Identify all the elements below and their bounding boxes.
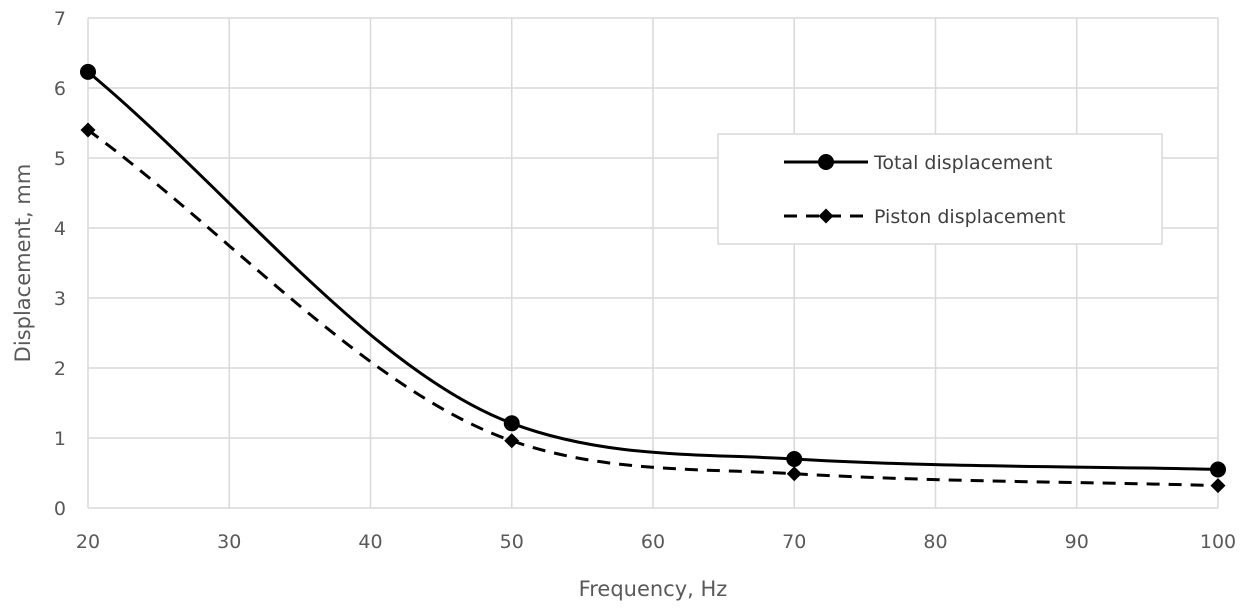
y-tick-label: 5: [54, 148, 66, 170]
legend-entry: Total displacement: [784, 152, 1052, 174]
series-1: [80, 63, 1226, 478]
grid: [87, 17, 1219, 509]
data-point: [80, 122, 96, 138]
y-tick-label: 7: [54, 8, 66, 30]
y-tick-label: 6: [54, 78, 66, 100]
x-axis-ticks: 20 30 40 50 60 70 80 90 100: [76, 531, 1236, 553]
y-tick-label: 0: [54, 498, 66, 520]
x-tick-label: 100: [1200, 531, 1236, 553]
y-axis-title: Displacement, mm: [11, 164, 35, 363]
y-tick-label: 2: [54, 358, 66, 380]
data-point: [504, 433, 520, 449]
x-axis-title: Frequency, Hz: [579, 577, 728, 601]
x-tick-label: 70: [782, 531, 806, 553]
series-layer: [80, 63, 1226, 494]
data-point: [1210, 478, 1226, 494]
legend-box: [717, 133, 1163, 245]
series-line: [87, 128, 1219, 488]
legend-entries: Total displacement Piston displacement: [784, 152, 1065, 228]
legend-entry: Piston displacement: [784, 206, 1065, 228]
x-tick-label: 60: [641, 531, 665, 553]
x-tick-label: 80: [923, 531, 947, 553]
x-tick-label: 30: [217, 531, 241, 553]
legend-label: Piston displacement: [874, 206, 1065, 228]
data-point: [80, 63, 96, 80]
legend-label: Total displacement: [873, 152, 1052, 174]
x-tick-label: 90: [1065, 531, 1089, 553]
x-tick-label: 50: [500, 531, 524, 553]
legend: Total displacement Piston displacement: [717, 133, 1163, 245]
data-point: [503, 415, 520, 432]
y-axis-ticks: 0 1 2 3 4 5 6 7: [54, 8, 66, 520]
series-2: [80, 122, 1226, 494]
x-tick-label: 40: [358, 531, 382, 553]
series-line: [87, 70, 1219, 471]
legend-swatch-marker: [818, 208, 834, 224]
legend-swatch-marker: [818, 154, 834, 170]
data-point: [786, 451, 803, 467]
data-point: [786, 466, 802, 482]
data-point: [1210, 461, 1226, 478]
x-tick-label: 20: [76, 531, 100, 553]
y-tick-label: 3: [54, 288, 66, 310]
y-tick-label: 1: [54, 428, 66, 450]
y-tick-label: 4: [54, 218, 66, 240]
